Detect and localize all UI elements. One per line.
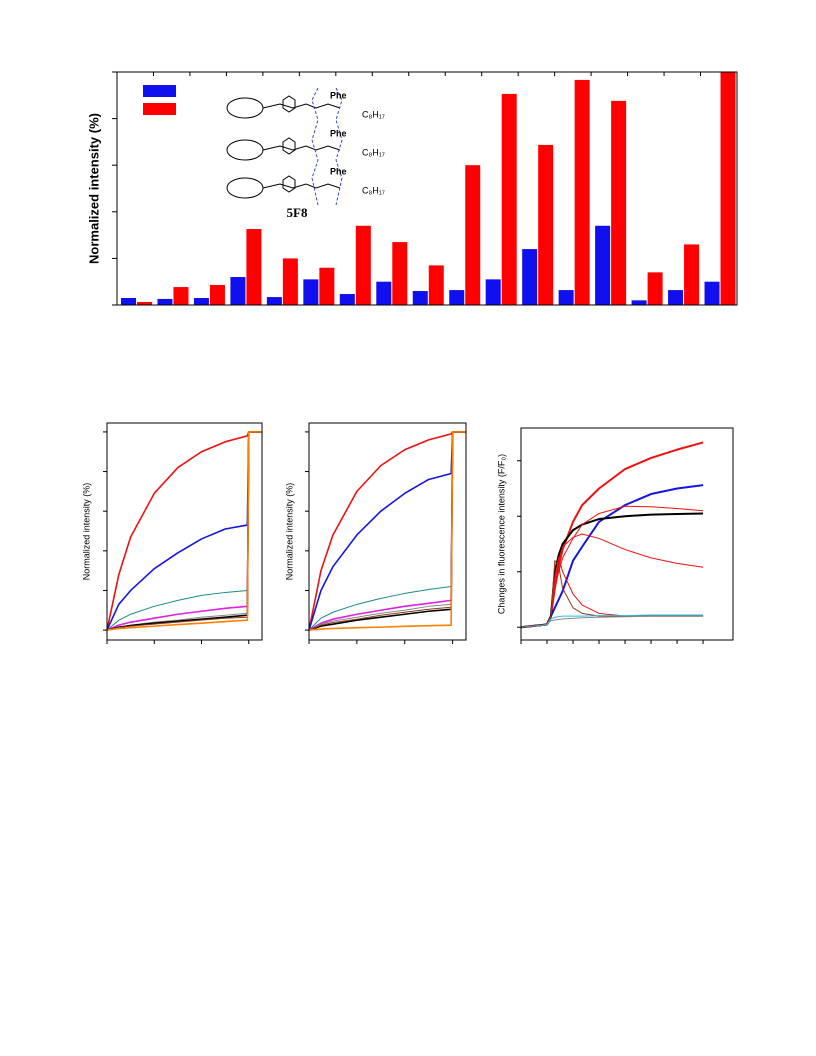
bar (668, 290, 684, 305)
data-line (308, 431, 466, 631)
structure-label: Phe (330, 90, 347, 100)
plot-frame (116, 71, 738, 306)
bar (355, 225, 371, 305)
data-line (106, 431, 262, 631)
bar (339, 294, 355, 305)
bar (137, 301, 152, 305)
data-line (520, 533, 704, 628)
structure-label: C₈H₁₇ (362, 147, 385, 157)
bar (522, 249, 538, 305)
bar (647, 272, 663, 305)
bar (376, 281, 392, 305)
bar (501, 93, 517, 305)
bar (157, 298, 173, 305)
bar (282, 258, 298, 305)
data-line (520, 614, 704, 628)
structure-label: Phe (330, 166, 347, 176)
data-line (106, 431, 262, 631)
data-line (106, 431, 262, 631)
structure-label: C₈H₁₇ (362, 185, 385, 195)
data-line (520, 484, 704, 629)
bar (412, 291, 428, 305)
data-line (106, 431, 262, 631)
plot-frame (520, 427, 734, 641)
bar (485, 279, 501, 305)
bar (574, 79, 590, 305)
y-axis-label: Normalized intensity (%) (284, 483, 294, 581)
data-line (520, 615, 704, 628)
bar (558, 290, 574, 305)
data-line (106, 431, 262, 631)
bar (611, 100, 627, 305)
bar (246, 229, 262, 305)
data-line (106, 431, 262, 631)
data-line (106, 431, 262, 631)
bar (704, 281, 720, 305)
plot-frame (308, 422, 467, 641)
y-axis-label: Changes in fluorescence intensity (F/F₀) (496, 454, 506, 614)
bar (538, 144, 554, 305)
plot-frame (106, 422, 263, 641)
bar (121, 298, 136, 305)
bar (465, 165, 481, 305)
bar (193, 298, 209, 305)
legend-swatch (143, 103, 176, 115)
bar (319, 267, 335, 305)
bar (173, 287, 189, 305)
data-line (106, 431, 262, 631)
structure-label: Phe (330, 128, 347, 138)
bar (209, 284, 225, 305)
bar (684, 244, 700, 305)
data-line (520, 441, 704, 629)
bar (230, 277, 246, 305)
molecule-structure (226, 87, 343, 206)
bar (449, 290, 465, 305)
data-line (308, 431, 466, 631)
legend-swatch (143, 85, 176, 97)
bar (428, 265, 444, 305)
data-line (520, 505, 704, 628)
data-line (520, 512, 704, 629)
bar (631, 300, 647, 305)
bar (303, 279, 319, 305)
bar (720, 72, 736, 305)
y-axis-label: Normalized intensity (%) (81, 483, 91, 581)
bar (595, 225, 611, 305)
y-axis-label: Normalized intensity (%) (86, 113, 101, 264)
bar (266, 297, 282, 305)
structure-label: 5F8 (287, 205, 308, 220)
bar (392, 242, 408, 305)
structure-label: C₈H₁₇ (362, 109, 385, 119)
